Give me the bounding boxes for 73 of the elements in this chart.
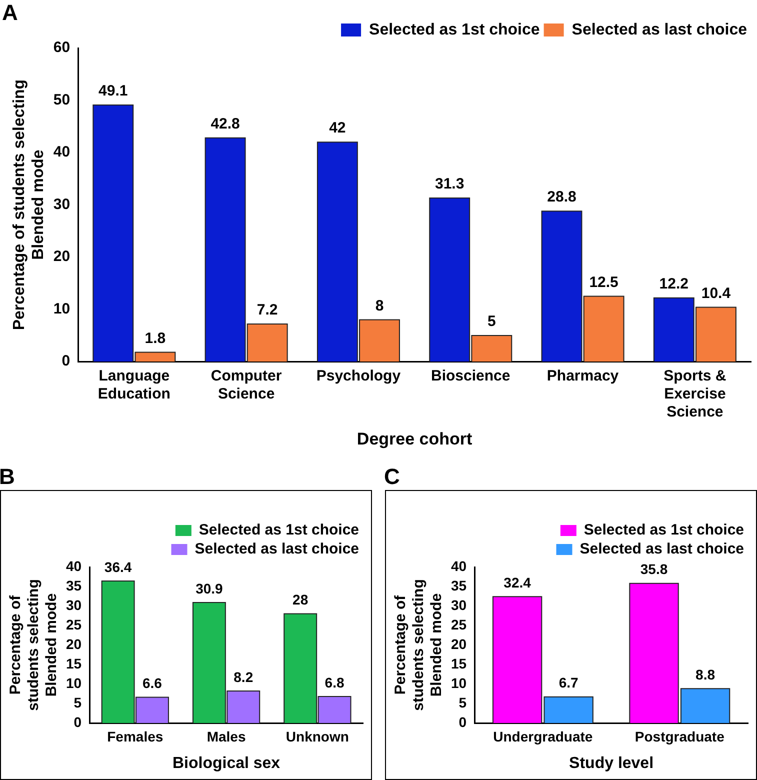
legend-label: Selected as 1st choice [369, 21, 540, 38]
legend-label: Selected as last choice [194, 540, 360, 558]
y-tick-label: 40 [66, 558, 82, 574]
y-tick-label: 10 [66, 674, 82, 691]
data-label: 30.9 [196, 580, 224, 596]
x-tick-label: Computer Science [210, 368, 282, 403]
x-axis-title: Degree cohort [356, 429, 473, 448]
y-tick-label: 30 [450, 596, 467, 613]
y-tick-label: 15 [450, 655, 467, 672]
y-tick-label: 10 [450, 674, 467, 691]
x-tick-label: Bioscience [431, 368, 510, 385]
y-tick-label: 0 [74, 714, 82, 730]
y-tick-label: 60 [53, 39, 70, 56]
y-axis-title: Percentage of students selecting Blended mode [7, 579, 60, 711]
y-tick-label: 25 [450, 616, 467, 632]
text: C [384, 464, 400, 490]
y-tick-label: 50 [53, 91, 70, 108]
data-label: 49.1 [98, 82, 128, 100]
y-axis-title: Percentage of students selecting Blended mode [392, 579, 446, 711]
x-tick-label: Females [107, 728, 164, 744]
data-label: 6.8 [324, 674, 344, 690]
data-label: 42.8 [210, 116, 240, 133]
y-tick-label: 35 [66, 577, 82, 594]
data-label: 12.5 [589, 274, 618, 291]
data-label: 28 [292, 592, 308, 608]
y-tick-label: 30 [66, 596, 82, 613]
x-tick-label: Postgraduate [634, 728, 725, 744]
data-label: 10.4 [701, 284, 732, 302]
text: B [0, 464, 15, 490]
y-tick-label: 25 [66, 616, 82, 632]
y-tick-label: 20 [53, 248, 70, 266]
legend-label: Selected as 1st choice [584, 522, 744, 539]
data-label: 1.8 [144, 330, 166, 347]
y-tick-label: 30 [53, 196, 70, 213]
x-axis-title: Study level [569, 754, 654, 772]
y-tick-label: 40 [450, 558, 467, 574]
data-label: 12.2 [659, 275, 688, 292]
y-tick-label: 20 [450, 636, 467, 652]
y-tick-label: 40 [53, 144, 70, 161]
data-label: 6.7 [558, 674, 579, 691]
data-label: 8.2 [234, 668, 254, 685]
y-axis-title: Percentage of students selecting Blended mode [11, 79, 48, 330]
legend-label: Selected as last choice [580, 540, 744, 558]
x-tick-label: Pharmacy [546, 368, 620, 385]
y-tick-label: 20 [66, 636, 82, 652]
y-tick-label: 35 [450, 577, 467, 594]
text: A [2, 0, 18, 26]
x-tick-label: Language Education [98, 368, 170, 403]
legend-label: Selected as 1st choice [198, 522, 360, 539]
y-tick-label: 0 [458, 714, 467, 730]
data-label: 5 [487, 313, 496, 330]
data-label: 8 [375, 297, 384, 314]
legend-label: Selected as last choice [572, 21, 748, 38]
x-tick-label: Males [206, 728, 246, 744]
x-tick-label: Sports & Exercise Science [664, 368, 726, 421]
data-label: 36.4 [104, 558, 132, 575]
y-tick-label: 0 [62, 352, 70, 370]
x-axis-title: Biological sex [172, 754, 280, 772]
data-label: 35.8 [640, 561, 668, 578]
x-tick-label: Psychology [316, 368, 402, 385]
x-tick-label: Unknown [286, 728, 349, 744]
data-label: 32.4 [504, 574, 532, 590]
data-label: 7.2 [256, 302, 278, 319]
data-label: 42 [329, 120, 346, 137]
data-label: 8.8 [696, 666, 716, 683]
data-label: 6.6 [142, 675, 162, 692]
data-label: 31.3 [434, 176, 464, 193]
y-tick-label: 10 [53, 300, 70, 318]
y-tick-label: 5 [74, 694, 82, 710]
data-label: 28.8 [547, 188, 576, 206]
y-tick-label: 5 [458, 694, 467, 710]
y-tick-label: 15 [66, 655, 82, 672]
x-tick-label: Undergraduate [493, 728, 593, 744]
